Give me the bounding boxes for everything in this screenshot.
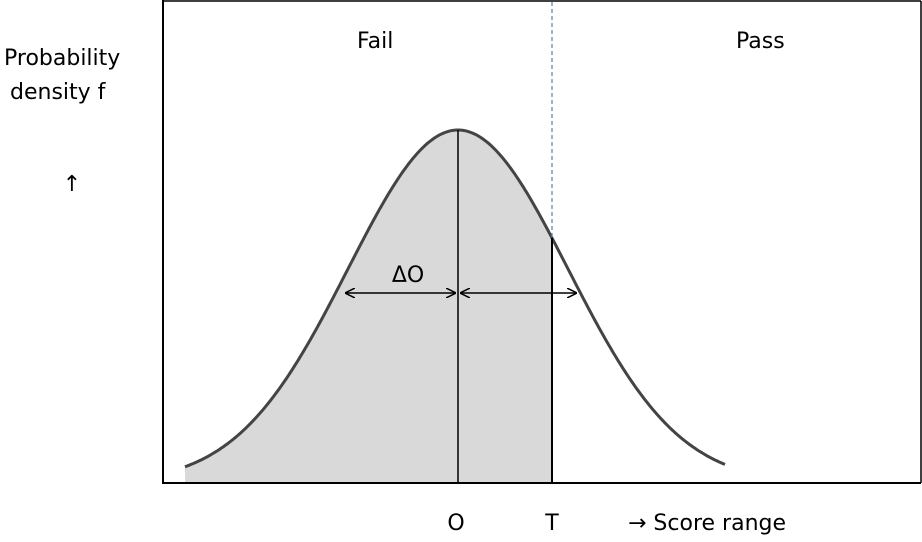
spread-label: ΔO bbox=[392, 263, 424, 288]
y-axis-label: Probability bbox=[4, 46, 120, 71]
pass-label: Pass bbox=[736, 29, 785, 54]
mean-label: O bbox=[447, 511, 464, 536]
fail-label: Fail bbox=[357, 29, 393, 54]
density-curve bbox=[184, 128, 726, 469]
threshold-label: T bbox=[544, 511, 559, 536]
y-axis-arrow: ↑ bbox=[63, 172, 81, 197]
x-axis-label: → Score range bbox=[628, 511, 786, 536]
fail-area bbox=[185, 130, 552, 483]
y-axis-label: density f bbox=[10, 80, 107, 105]
